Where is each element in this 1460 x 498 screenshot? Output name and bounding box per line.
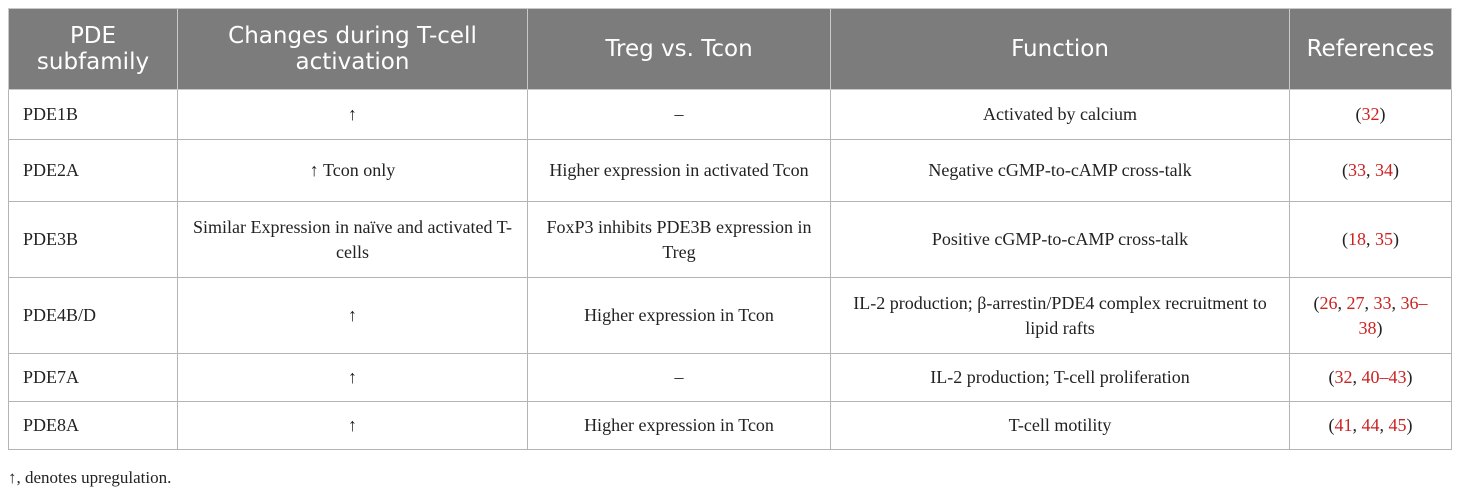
reference-punctuation: (: [1313, 292, 1320, 313]
cell-references: (26, 27, 33, 36–38): [1289, 277, 1452, 354]
reference-punctuation: ): [1376, 317, 1383, 338]
reference-link[interactable]: 44: [1361, 415, 1380, 435]
reference-link[interactable]: 40–43: [1361, 367, 1407, 387]
reference-punctuation: ): [1393, 160, 1399, 180]
header-row: PDE subfamily Changes during T-cell acti…: [8, 8, 1452, 90]
reference-punctuation: (: [1342, 160, 1348, 180]
cell-treg: FoxP3 inhibits PDE3B expression in Treg: [527, 201, 831, 278]
reference-punctuation: ,: [1352, 415, 1362, 435]
cell-function: T-cell motility: [830, 401, 1290, 450]
cell-subfamily: PDE8A: [8, 401, 178, 450]
cell-references: (41, 44, 45): [1289, 401, 1452, 450]
reference-punctuation: ): [1406, 415, 1413, 435]
reference-punctuation: ,: [1379, 415, 1389, 435]
table-row: PDE2A ↑ Tcon only Higher expression in a…: [8, 139, 1452, 202]
table-row: PDE7A ↑ – IL-2 production; T-cell prolif…: [8, 353, 1452, 402]
reference-link[interactable]: 18: [1348, 229, 1366, 249]
reference-punctuation: ,: [1337, 292, 1347, 313]
reference-link[interactable]: 35: [1375, 229, 1393, 249]
table-row: PDE3B Similar Expression in naïve and ac…: [8, 201, 1452, 278]
cell-subfamily: PDE3B: [8, 201, 178, 278]
cell-treg: –: [527, 353, 831, 402]
reference-link[interactable]: 27: [1346, 292, 1365, 313]
cell-change: ↑ Tcon only: [177, 139, 528, 202]
cell-subfamily: PDE1B: [8, 89, 178, 140]
cell-function: Activated by calcium: [830, 89, 1290, 140]
reference-link[interactable]: 41: [1334, 415, 1353, 435]
reference-link[interactable]: 32: [1334, 367, 1353, 387]
reference-link[interactable]: 26: [1319, 292, 1338, 313]
reference-punctuation: (: [1355, 104, 1362, 124]
reference-link[interactable]: 32: [1361, 104, 1380, 124]
reference-punctuation: ): [1379, 104, 1386, 124]
cell-function: IL-2 production; β-arrestin/PDE4 complex…: [830, 277, 1290, 354]
table-row: PDE4B/D ↑ Higher expression in Tcon IL-2…: [8, 277, 1452, 354]
header-changes: Changes during T-cell activation: [177, 8, 528, 90]
table-row: PDE1B ↑ – Activated by calcium (32): [8, 89, 1452, 140]
cell-treg: –: [527, 89, 831, 140]
cell-change: ↑: [177, 353, 528, 402]
pde-table: PDE subfamily Changes during T-cell acti…: [8, 8, 1452, 450]
cell-subfamily: PDE4B/D: [8, 277, 178, 354]
cell-treg: Higher expression in Tcon: [527, 277, 831, 354]
reference-punctuation: ,: [1364, 292, 1374, 313]
cell-change: ↑: [177, 277, 528, 354]
reference-link[interactable]: 33: [1373, 292, 1392, 313]
cell-references: (33, 34): [1289, 139, 1452, 202]
cell-subfamily: PDE7A: [8, 353, 178, 402]
cell-change: Similar Expression in naïve and activate…: [177, 201, 528, 278]
reference-link[interactable]: 45: [1388, 415, 1407, 435]
reference-punctuation: ,: [1352, 367, 1362, 387]
cell-function: Positive cGMP-to-cAMP cross-talk: [830, 201, 1290, 278]
reference-punctuation: (: [1342, 229, 1348, 249]
cell-references: (32): [1289, 89, 1452, 140]
cell-subfamily: PDE2A: [8, 139, 178, 202]
cell-treg: Higher expression in Tcon: [527, 401, 831, 450]
header-function: Function: [830, 8, 1290, 90]
cell-treg: Higher expression in activated Tcon: [527, 139, 831, 202]
cell-references: (32, 40–43): [1289, 353, 1452, 402]
reference-punctuation: (: [1328, 367, 1335, 387]
reference-punctuation: ,: [1366, 229, 1375, 249]
reference-link[interactable]: 34: [1375, 160, 1393, 180]
table-row: PDE8A ↑ Higher expression in Tcon T-cell…: [8, 401, 1452, 450]
reference-link[interactable]: 33: [1348, 160, 1366, 180]
header-treg-vs-tcon: Treg vs. Tcon: [527, 8, 831, 90]
reference-punctuation: ): [1406, 367, 1413, 387]
cell-function: IL-2 production; T-cell proliferation: [830, 353, 1290, 402]
reference-link[interactable]: 36–38: [1358, 292, 1428, 338]
header-subfamily: PDE subfamily: [8, 8, 178, 90]
reference-punctuation: ): [1393, 229, 1399, 249]
reference-punctuation: ,: [1366, 160, 1375, 180]
cell-change: ↑: [177, 89, 528, 140]
cell-references: (18, 35): [1289, 201, 1452, 278]
cell-function: Negative cGMP-to-cAMP cross-talk: [830, 139, 1290, 202]
cell-change: ↑: [177, 401, 528, 450]
reference-punctuation: ,: [1391, 292, 1401, 313]
header-references: References: [1289, 8, 1452, 90]
table-footnote: ↑, denotes upregulation.: [8, 468, 172, 487]
reference-punctuation: (: [1328, 415, 1335, 435]
